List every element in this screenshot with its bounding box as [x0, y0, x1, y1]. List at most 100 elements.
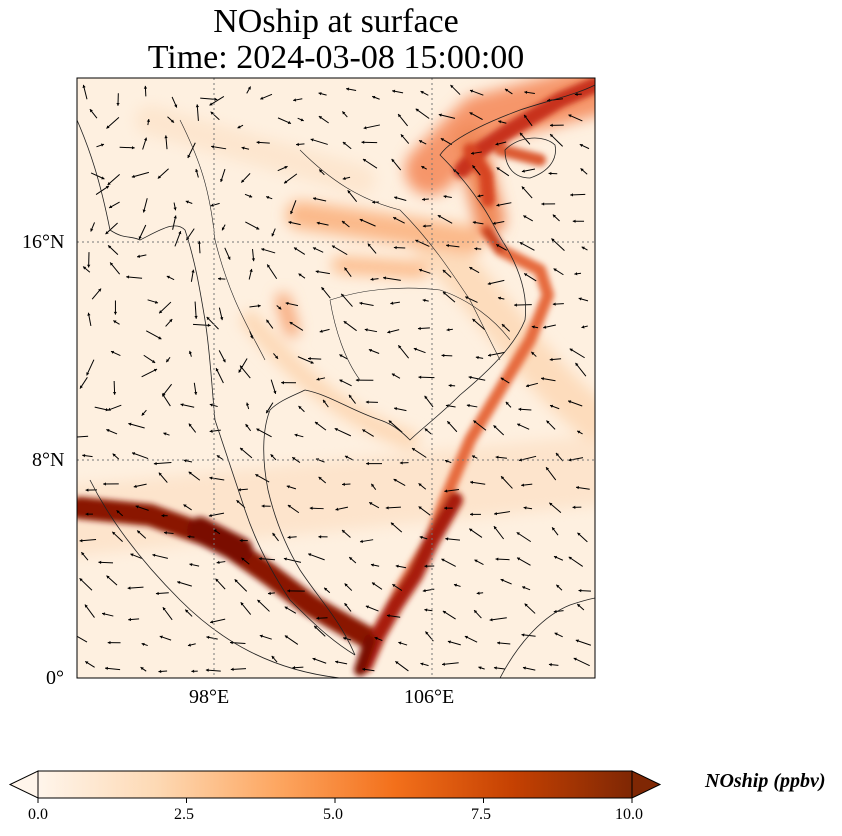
wind-arrow-head [370, 563, 374, 567]
wind-arrow-head [331, 245, 336, 249]
wind-arrow-head [209, 476, 213, 480]
wind-arrow-head [87, 264, 91, 268]
wind-arrow-head [87, 312, 91, 316]
wind-arrow-head [366, 461, 369, 466]
wind-arrow-head [526, 384, 530, 388]
wind-arrow-head [495, 142, 499, 146]
wind-arrow-head [105, 666, 108, 671]
wind-arrow-head [398, 345, 402, 349]
wind-arrow [575, 362, 587, 377]
wind-arrow [146, 330, 162, 340]
wind-arrow-head [474, 247, 478, 251]
wind-arrow-head [448, 383, 452, 388]
wind-arrow-head [487, 281, 491, 286]
wind-arrow-head [163, 432, 167, 436]
wind-arrow-head [271, 233, 275, 237]
wind-arrow-head [505, 401, 509, 406]
wind-arrow-head [442, 291, 447, 295]
wind-arrow-head [572, 219, 576, 223]
wind-arrow-head [385, 506, 389, 510]
wind-arrow-head [82, 84, 86, 88]
colorbar-tick-0: 0.0 [28, 806, 48, 823]
wind-arrow-head [386, 614, 390, 618]
wind-arrow-head [341, 221, 346, 225]
lon-tick-106e: 106°E [404, 686, 455, 708]
wind-arrow-head [309, 506, 313, 510]
wind-arrow-head [496, 167, 500, 171]
wind-arrow-head [105, 185, 109, 189]
wind-arrow [519, 241, 535, 251]
wind-arrow [388, 420, 403, 433]
wind-arrow-head [372, 582, 376, 586]
wind-arrow-head [174, 104, 178, 108]
wind-arrow [196, 104, 199, 121]
wind-arrow-head [335, 660, 339, 664]
wind-arrow [383, 277, 401, 281]
wind-arrow-head [194, 315, 198, 319]
wind-arrow-head [324, 587, 328, 591]
wind-arrow [131, 171, 150, 178]
wind-arrow-head [501, 324, 506, 328]
wind-arrow [141, 368, 158, 378]
wind-arrow-head [519, 242, 523, 246]
wind-arrow-head [493, 425, 497, 429]
wind-arrow-head [105, 231, 109, 235]
wind-arrow-head [395, 661, 399, 665]
wind-arrow-head [393, 245, 397, 250]
wind-arrow-head [514, 303, 517, 307]
wind-arrow-head [365, 605, 370, 609]
wind-arrow-head [362, 667, 366, 672]
wind-arrow-head [137, 254, 141, 258]
wind-arrow-head [518, 458, 523, 462]
wind-arrow [256, 428, 272, 438]
wind-arrow-head [227, 256, 231, 260]
wind-arrow-head [103, 482, 106, 486]
wind-arrow-head [116, 510, 120, 514]
wind-arrow [573, 657, 590, 667]
wind-arrow-head [574, 92, 578, 96]
wind-arrow-head [216, 560, 220, 565]
wind-arrow-head [478, 666, 482, 670]
wind-arrow-head [569, 348, 573, 352]
wind-arrow [487, 279, 505, 285]
wind-arrow-head [421, 166, 425, 169]
wind-arrow-head [237, 125, 241, 129]
wind-arrow-head [498, 120, 502, 124]
wind-arrow-head [187, 535, 191, 539]
wind-arrow-head [256, 226, 260, 230]
wind-arrow-head [162, 607, 166, 611]
wind-arrow [215, 367, 224, 384]
wind-arrow-head [284, 165, 288, 169]
wind-arrow-head [524, 114, 528, 119]
wind-arrow-head [267, 264, 271, 268]
wind-arrow-head [72, 633, 75, 636]
wind-arrow-head [210, 620, 214, 624]
wind-arrow-head [387, 330, 391, 334]
wind-arrow-head [472, 318, 476, 322]
wind-arrow-head [215, 368, 219, 372]
wind-arrow [334, 427, 352, 437]
wind-arrow-head [468, 375, 472, 380]
wind-arrow-head [292, 666, 296, 670]
wind-arrow-head [472, 165, 476, 169]
wind-arrow-head [549, 502, 553, 506]
wind-arrow [551, 238, 565, 251]
wind-arrow-head [106, 575, 110, 579]
wind-arrow-head [112, 391, 117, 395]
wind-arrow-head [151, 359, 156, 363]
wind-arrow-head [341, 530, 346, 534]
wind-arrow-head [464, 635, 469, 639]
colorbar-tick-7-5: 7.5 [471, 806, 491, 823]
wind-arrow-head [158, 336, 162, 340]
wind-arrow-head [447, 421, 451, 425]
wind-arrow-head [576, 485, 580, 490]
wind-arrow-head [523, 506, 527, 510]
wind-arrow-head [238, 369, 242, 373]
wind-arrow-head [394, 407, 398, 411]
wind-arrow-head [131, 174, 135, 178]
wind-arrow-head [270, 454, 274, 458]
wind-arrow-head [240, 602, 244, 606]
wind-arrow-head [222, 359, 226, 363]
wind-arrow-head [495, 557, 499, 561]
wind-arrow-head [170, 119, 175, 123]
